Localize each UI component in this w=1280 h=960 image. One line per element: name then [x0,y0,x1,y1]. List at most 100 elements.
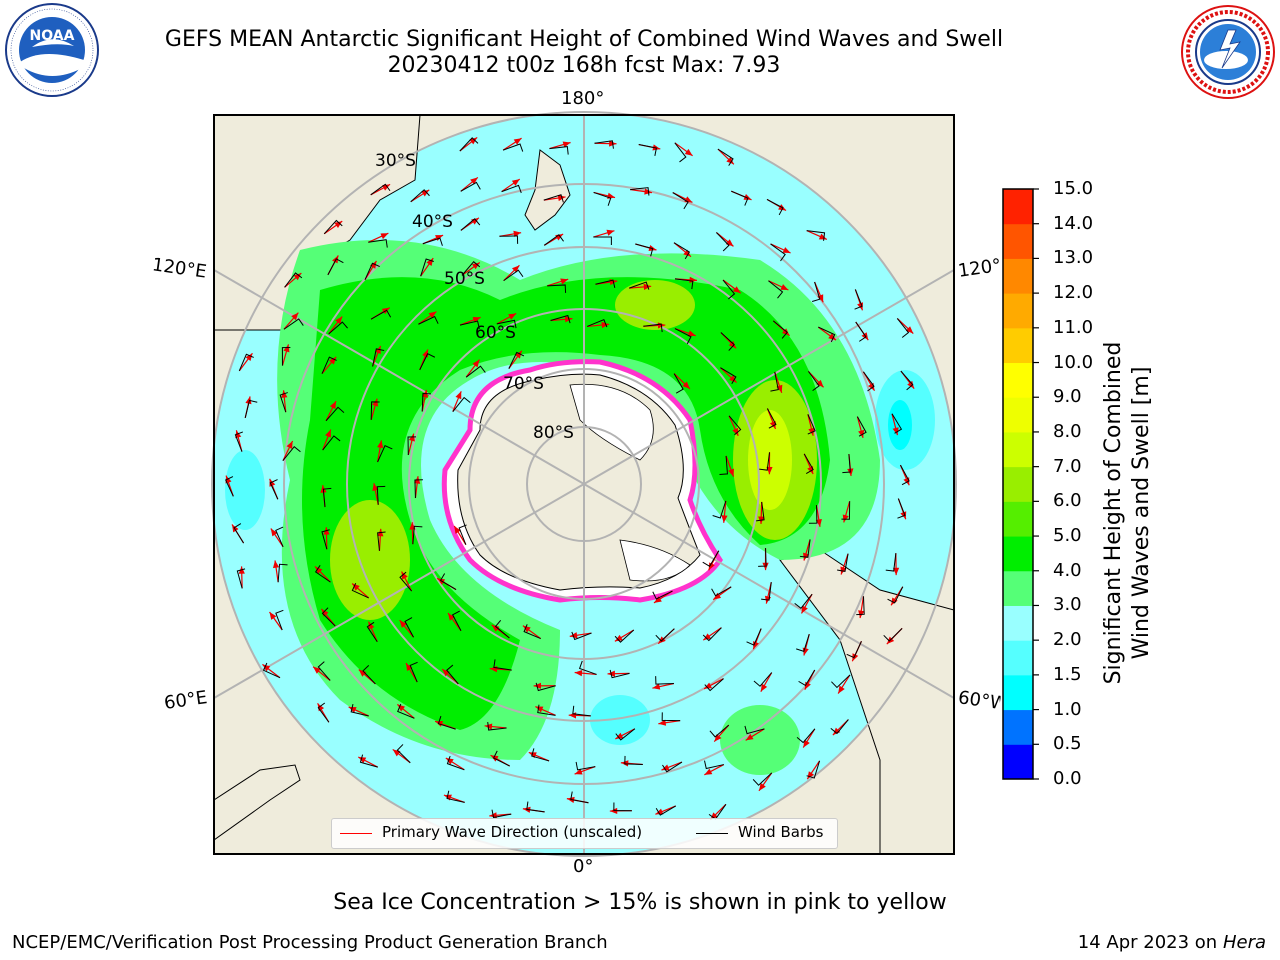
wave-arrow-head [286,440,293,449]
wave-arrow-head [852,653,859,662]
date-stamp: 14 Apr 2023 on Hera [1078,932,1266,953]
wind-barb [830,719,849,735]
colorbar-segment [1003,674,1033,711]
wind-barb [446,790,465,803]
wind-barb [722,279,736,300]
colorbar-segment [1003,258,1033,294]
wind-barb [376,485,386,505]
wind-barb [446,755,465,771]
colorbar-segment [1003,327,1033,364]
wave-arrow-head [382,184,391,191]
wind-barb [366,621,378,643]
wind-barb [234,431,244,452]
wave-arrow-head [891,597,898,606]
wave-arrow-head [780,284,789,291]
south-america-land [779,549,954,854]
wave-arrow-head [426,258,434,266]
wave-arrow-head [732,286,741,294]
colorbar [1002,188,1039,780]
wind-barb [593,236,612,246]
wind-barb [322,487,332,508]
wave-arrow-head [358,756,367,764]
wave-arrow-head [726,156,734,165]
wave-arrow-head [713,592,722,600]
wind-barb [629,281,650,290]
wind-barb [526,801,545,813]
wave-arrow-head [522,625,531,633]
wave-arrow-head [329,401,337,410]
wave-arrow-head [653,596,662,603]
wave-arrow-head [892,567,900,576]
wind-barb [452,396,471,412]
wind-barb [720,367,737,385]
wave-arrow-head [535,706,544,713]
colorbar-segment [1003,744,1033,780]
wind-barb [547,284,567,293]
wave-arrow-head [574,670,583,677]
wind-barb [702,627,722,642]
wave-field-2m-west [225,450,265,530]
wave-arrow-head [704,768,713,775]
wind-barb [317,661,331,681]
wave-arrow-head [471,217,479,225]
wave-arrow-head [358,669,367,677]
machine-name: Hera [1222,932,1266,953]
wind-barb [759,452,771,471]
wind-barb [364,262,380,280]
wave-arrow-head [225,475,232,484]
colorbar-segment [1003,605,1033,641]
wave-arrow-head [745,733,754,741]
wind-barb [322,435,341,451]
legend-wave-line [340,833,372,834]
wind-barb [772,320,788,339]
wind-barb [811,281,821,303]
wind-barb [503,269,524,282]
wind-barb [283,318,304,330]
wind-barb [492,750,510,767]
wind-barb [704,678,724,692]
wave-arrow-head [782,247,791,254]
wind-barb [321,529,330,550]
wind-barb [459,320,480,329]
colorbar-tick-label: 7.0 [1053,455,1082,477]
wind-barb [766,198,784,216]
wind-barb [808,371,820,392]
wind-barb [359,754,378,768]
wind-barb [279,392,288,413]
wave-arrow-head [648,244,657,251]
wave-arrow-head [380,233,389,240]
wind-barb [883,627,903,642]
wind-barb [578,660,597,675]
wind-barb [885,553,897,572]
wave-arrow-head [760,683,768,692]
new-zealand-land [524,149,571,231]
wind-barb [368,239,388,248]
wind-barb [896,318,910,338]
colorbar-tick-label: 1.5 [1053,663,1082,685]
wave-field-4m [302,277,830,730]
colorbar-label-line2: Wind Waves and Swell [m] [1129,366,1154,660]
wind-barb [900,464,910,486]
wind-barb [321,356,337,374]
wind-barb [856,416,867,437]
wind-barb [570,791,589,804]
wave-arrow-head [832,727,841,736]
wind-barb [655,628,675,642]
credit-text: NCEP/EMC/Verification Post Processing Pr… [12,932,608,953]
wind-barb [702,550,720,567]
wind-barb [396,744,411,764]
wind-barb [575,761,596,771]
wind-barb [407,436,417,455]
wave-arrow-head [325,429,331,438]
wave-arrow-head [683,249,691,257]
wave-arrow-head [615,732,624,739]
wave-arrow-head [704,682,713,689]
wave-arrow-head [291,312,299,321]
wind-barb [317,702,330,723]
wave-arrow-head [514,350,522,359]
wave-field-1-5m [888,400,912,450]
wind-barb [499,235,519,244]
wave-arrow-head [272,560,280,569]
wind-barb [409,661,418,683]
wind-barb [465,365,486,378]
